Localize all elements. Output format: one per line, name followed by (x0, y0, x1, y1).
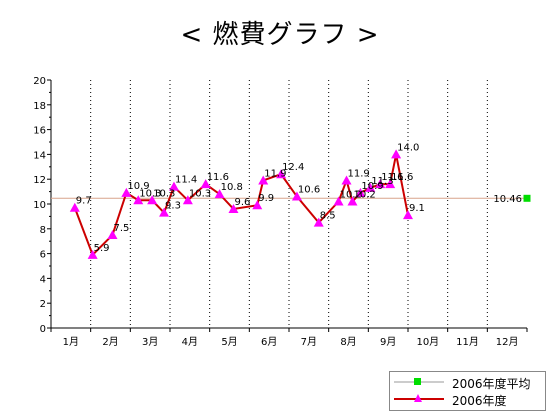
data-point (391, 149, 402, 159)
data-label: 9.7 (76, 196, 92, 207)
legend: 2006年度平均 2006年度 (389, 371, 546, 411)
data-label: 11.3 (371, 176, 393, 187)
y-tick-label: 0 (40, 324, 46, 335)
data-point (347, 196, 358, 206)
x-tick-label: 2月 (102, 336, 118, 348)
data-label: 11.6 (391, 172, 413, 183)
x-tick-label: 7月 (301, 336, 317, 348)
data-point (69, 202, 80, 212)
y-tick-label: 16 (33, 126, 46, 137)
data-label: 10.3 (189, 188, 211, 199)
x-tick-label: 5月 (221, 336, 237, 348)
data-point (385, 179, 396, 189)
data-label: 10.8 (221, 182, 243, 193)
data-point (365, 182, 376, 192)
x-tick-label: 1月 (63, 336, 79, 348)
data-point (403, 210, 413, 220)
data-label: 10.6 (298, 185, 320, 196)
data-point (133, 195, 144, 205)
data-label: 10.2 (353, 190, 375, 201)
data-point (291, 191, 302, 201)
x-tick-label: 10月 (416, 336, 439, 348)
data-label: 10.3 (153, 188, 175, 199)
data-point (159, 207, 170, 217)
average-label: 10.46 (493, 194, 522, 205)
data-label: 9.9 (258, 193, 274, 204)
data-point (276, 169, 287, 179)
data-label: 10.2 (340, 190, 362, 201)
x-tick-label: 12月 (496, 336, 519, 348)
data-label: 9.1 (409, 203, 425, 214)
x-tick-label: 11月 (456, 336, 479, 348)
data-point (147, 195, 158, 205)
y-tick-label: 20 (33, 76, 46, 87)
data-point (200, 179, 211, 189)
data-point (333, 196, 344, 206)
data-point (252, 200, 263, 210)
average-marker (523, 194, 531, 202)
data-point (87, 249, 98, 259)
y-tick-label: 6 (40, 250, 46, 261)
data-label: 11.6 (381, 172, 403, 183)
data-point (258, 175, 269, 185)
average-series: 10.46 (51, 194, 531, 205)
data-label: 8.5 (320, 211, 336, 222)
data-point (121, 187, 132, 197)
data-label: 9.6 (234, 197, 250, 208)
data-label: 11.9 (348, 168, 370, 179)
legend-item-yearly: 2006年度 (390, 390, 545, 408)
y-tick-label: 14 (33, 150, 46, 161)
x-tick-label: 3月 (142, 336, 158, 348)
y-tick-label: 4 (40, 274, 46, 285)
grid-lines (90, 80, 488, 328)
y-tick-label: 18 (33, 101, 46, 112)
data-label: 11.6 (207, 172, 229, 183)
y-tick-label: 12 (33, 175, 46, 186)
data-point (313, 217, 324, 227)
chart-title: < 燃費グラフ > (180, 20, 380, 50)
data-label: 11.9 (264, 168, 286, 179)
data-labels: 9.75.97.510.910.310.39.311.410.311.610.8… (76, 142, 425, 253)
data-point (214, 189, 225, 199)
data-label: 11.4 (175, 175, 197, 186)
data-point (341, 175, 352, 185)
legend-label-average: 2006年度平均 (452, 377, 531, 391)
legend-label-yearly: 2006年度 (452, 394, 507, 408)
data-point (107, 230, 118, 239)
y-tick-label: 2 (40, 299, 46, 310)
data-label: 10.9 (361, 181, 383, 192)
y-tick-labels: 0 2 4 6 8 10 12 14 16 18 20 (33, 76, 46, 335)
data-label: 14.0 (397, 142, 419, 153)
x-tick-labels: 1月 2月 3月 4月 5月 6月 7月 8月 9月 10月 11月 12月 (63, 336, 519, 348)
data-label: 10.9 (127, 181, 149, 192)
data-label: 12.4 (282, 162, 304, 173)
data-point (182, 195, 193, 205)
x-tick-label: 8月 (340, 336, 356, 348)
data-label: 9.3 (165, 201, 181, 212)
mileage-series (69, 149, 413, 259)
legend-average-swatch (394, 378, 444, 385)
data-label: 7.5 (113, 223, 129, 234)
data-point (228, 203, 239, 213)
data-label: 10.3 (139, 188, 161, 199)
legend-yearly-swatch (394, 394, 444, 402)
axes (47, 79, 528, 332)
data-point (168, 181, 179, 191)
x-tick-label: 6月 (261, 336, 277, 348)
legend-item-average: 2006年度平均 (390, 373, 545, 391)
x-tick-label: 4月 (182, 336, 198, 348)
y-tick-label: 10 (33, 200, 46, 211)
data-point (375, 179, 386, 189)
data-label: 5.9 (94, 243, 110, 254)
data-point (355, 187, 366, 197)
y-tick-label: 8 (40, 225, 46, 236)
x-tick-label: 9月 (380, 336, 396, 348)
